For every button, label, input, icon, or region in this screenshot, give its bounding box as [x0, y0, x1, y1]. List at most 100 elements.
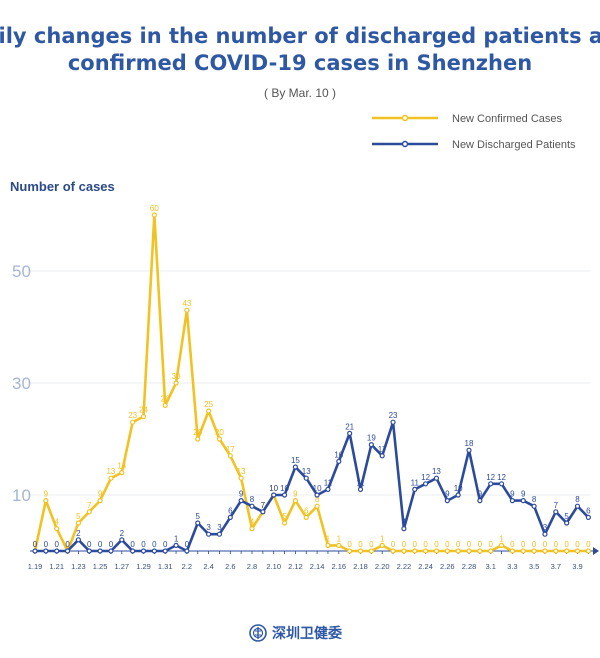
data-label-confirmed: 4	[54, 518, 59, 527]
data-point-confirmed	[249, 525, 255, 532]
data-point-confirmed	[216, 436, 223, 442]
data-label-discharged: 2	[76, 529, 81, 538]
x-tick-label: 1.31	[158, 562, 173, 571]
data-label-discharged: 2	[120, 529, 125, 538]
data-label-confirmed: 23	[128, 411, 137, 420]
data-label-discharged: 1	[174, 534, 179, 543]
data-label-confirmed: 0	[575, 540, 580, 549]
data-point-confirmed	[173, 380, 179, 386]
x-tick-label: 2.12	[288, 562, 303, 571]
data-label-discharged: 13	[432, 467, 441, 476]
data-point-confirmed	[281, 520, 288, 526]
data-point-discharged	[97, 548, 103, 554]
data-point-discharged	[390, 419, 396, 425]
data-point-confirmed	[433, 548, 440, 554]
data-label-discharged: 11	[324, 478, 333, 487]
data-label-confirmed: 0	[564, 540, 569, 549]
data-label-discharged: 7	[261, 501, 266, 510]
data-point-discharged	[314, 492, 320, 498]
data-label-discharged: 13	[302, 467, 311, 476]
data-point-discharged	[303, 475, 309, 481]
data-point-confirmed	[97, 498, 103, 504]
data-label-confirmed: 0	[347, 540, 352, 549]
data-point-confirmed	[466, 548, 472, 554]
data-label-discharged: 15	[291, 456, 300, 465]
data-label-discharged: 6	[586, 506, 591, 515]
data-label-confirmed: 60	[150, 204, 159, 213]
data-point-confirmed	[379, 542, 385, 549]
data-point-discharged	[368, 442, 374, 448]
data-label-confirmed: 13	[237, 467, 246, 476]
x-axis-arrow-icon	[593, 547, 599, 555]
data-point-confirmed	[325, 542, 331, 549]
x-tick-label: 3.1	[485, 562, 495, 571]
data-point-discharged	[553, 509, 559, 515]
data-label-confirmed: 0	[434, 540, 439, 549]
data-label-discharged: 5	[564, 512, 569, 521]
data-label-confirmed: 0	[467, 540, 472, 549]
data-label-discharged: 0	[185, 540, 190, 549]
data-label-discharged: 0	[54, 540, 59, 549]
data-label-discharged: 0	[87, 540, 92, 549]
x-tick-label: 2.4	[203, 562, 213, 571]
data-label-confirmed: 0	[521, 540, 526, 549]
data-point-discharged	[227, 514, 233, 521]
data-label-discharged: 9	[239, 490, 244, 499]
data-point-discharged	[64, 548, 71, 554]
data-point-discharged	[260, 509, 266, 515]
data-point-discharged	[455, 492, 461, 498]
data-point-discharged	[32, 548, 38, 554]
data-point-confirmed	[119, 470, 125, 476]
data-label-confirmed: 10	[269, 484, 278, 493]
data-label-discharged: 0	[152, 540, 157, 549]
x-tick-label: 2.24	[418, 562, 433, 571]
data-point-discharged	[238, 498, 244, 504]
data-point-confirmed	[43, 498, 49, 504]
data-point-confirmed	[368, 548, 374, 554]
data-point-confirmed	[520, 548, 526, 554]
data-label-discharged: 0	[163, 540, 168, 549]
data-label-discharged: 0	[65, 540, 70, 549]
data-label-discharged: 8	[575, 495, 580, 504]
x-tick-label: 2.20	[375, 562, 390, 571]
x-tick-label: 1.27	[114, 562, 129, 571]
data-point-confirmed	[195, 436, 201, 442]
data-point-discharged	[401, 525, 407, 532]
data-label-discharged: 17	[378, 445, 387, 454]
data-label-confirmed: 9	[98, 490, 103, 499]
x-tick-label: 1.21	[49, 562, 64, 571]
data-point-confirmed	[553, 548, 559, 554]
data-label-confirmed: 0	[456, 540, 461, 549]
x-tick-label: 2.22	[397, 562, 412, 571]
data-label-discharged: 10	[269, 484, 278, 493]
data-label-discharged: 12	[497, 473, 506, 482]
data-label-confirmed: 7	[87, 501, 92, 510]
data-label-discharged: 6	[228, 506, 233, 515]
shenzhen-health-commission-emblem-icon	[249, 624, 267, 642]
data-point-discharged	[498, 481, 505, 487]
legend-label-confirmed: New Confirmed Cases	[452, 113, 563, 125]
data-point-confirmed	[336, 542, 342, 549]
chart-title-line-1: Daily changes in the number of discharge…	[0, 24, 600, 48]
x-ticks: 1.19 1.21 1.23 1.25 1.27 1.29 1.31 2.2 2.4 2.6 2.8…	[28, 562, 583, 571]
data-point-confirmed	[390, 548, 396, 554]
data-point-discharged	[531, 503, 537, 509]
data-point-discharged	[249, 503, 255, 509]
data-point-discharged	[357, 486, 364, 492]
data-point-discharged	[564, 520, 570, 526]
data-point-confirmed	[206, 408, 212, 414]
data-label-confirmed: 0	[478, 540, 483, 549]
data-point-discharged	[119, 537, 125, 543]
data-label-discharged: 12	[486, 473, 495, 482]
data-label-discharged: 4	[402, 518, 407, 527]
y-tick-label: 50	[12, 262, 31, 281]
x-tick-label: 2.14	[310, 562, 325, 571]
x-tick-label: 2.6	[225, 562, 235, 571]
data-label-confirmed: 20	[193, 428, 202, 437]
data-label-discharged: 0	[98, 540, 103, 549]
data-label-discharged: 3	[206, 523, 211, 532]
data-point-confirmed	[347, 548, 353, 554]
x-tick-label: 2.2	[182, 562, 192, 571]
x-tick-label: 2.8	[247, 562, 257, 571]
